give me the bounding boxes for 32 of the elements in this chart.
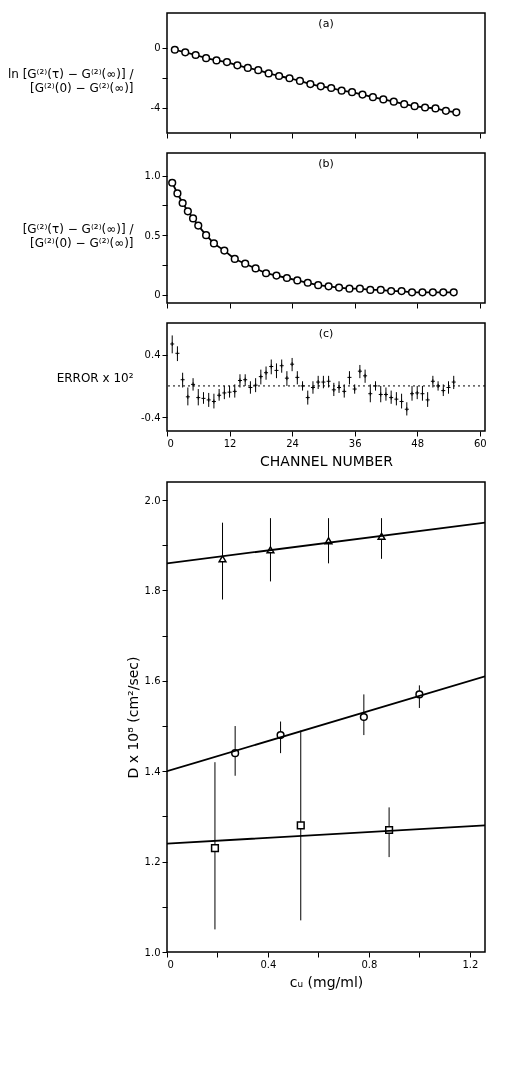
y-tick-label: 0: [154, 42, 161, 53]
chart-title: (c): [318, 327, 334, 340]
x-tick-label: 48: [411, 437, 425, 449]
x-tick-label: 0.8: [361, 958, 378, 970]
x-tick-label: 1.2: [462, 958, 479, 970]
y-tick-label: 1.8: [144, 584, 161, 596]
y-tick-label: 1.2: [144, 856, 161, 868]
x-tick-label: 0: [167, 437, 174, 449]
y-tick-label: 0.4: [144, 349, 161, 361]
y-axis-title: [G⁽²⁾(τ) − G⁽²⁾(∞)] / [G⁽²⁾(0) − G⁽²⁾(∞)]: [22, 221, 135, 250]
y-tick-label: 2.0: [144, 494, 161, 506]
y-tick-label: 1.0: [144, 170, 161, 182]
y-tick-label: -4: [150, 102, 161, 113]
y-tick-label: 1.0: [144, 946, 161, 958]
x-axis-title: cᵤ (mg/ml): [289, 973, 364, 990]
x-tick-label: 24: [286, 437, 299, 449]
y-axis-title: D x 10⁸ (cm²/sec): [124, 656, 141, 779]
x-tick-label: 0.4: [260, 958, 277, 970]
y-tick-label: 0.5: [144, 229, 161, 241]
chart-title: (b): [318, 157, 334, 170]
chart-title: (a): [318, 17, 334, 30]
x-tick-label: 36: [348, 437, 362, 449]
y-tick-label: 0: [154, 289, 161, 301]
y-tick-label: -0.4: [140, 411, 161, 423]
y-axis-title: ln [G⁽²⁾(τ) − G⁽²⁾(∞)] / [G⁽²⁾(0) − G⁽²⁾(∞)]: [7, 66, 135, 95]
x-tick-label: 0: [167, 958, 174, 970]
x-tick-label: 60: [473, 437, 487, 449]
y-tick-label: 1.6: [144, 675, 161, 687]
y-tick-label: 1.4: [144, 765, 161, 777]
x-tick-label: 12: [223, 437, 237, 449]
x-axis-title: CHANNEL NUMBER: [260, 452, 394, 469]
y-axis-title: ERROR x 10²: [56, 370, 134, 385]
